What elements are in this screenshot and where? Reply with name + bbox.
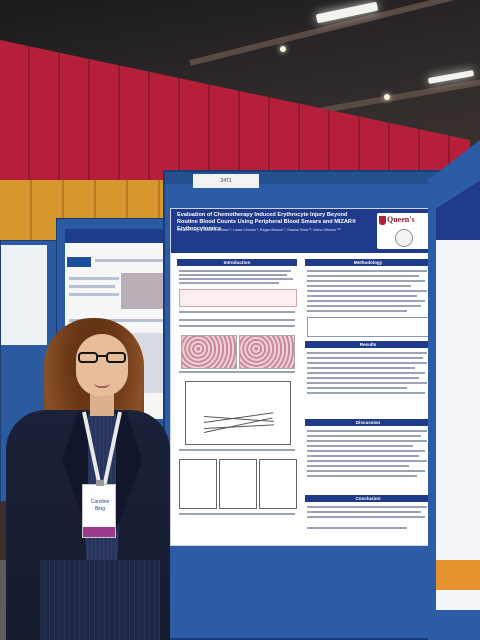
text-line (307, 372, 425, 374)
text-line (307, 377, 419, 379)
text-line (95, 259, 163, 262)
poster-right (436, 180, 480, 610)
badge-clip (96, 480, 104, 486)
text-line (307, 455, 419, 457)
text-line (307, 290, 427, 292)
text-line (69, 277, 119, 280)
badge-stripe (83, 527, 115, 537)
text-line (307, 470, 425, 472)
blood-smear-image (239, 335, 295, 369)
text-line (307, 430, 427, 432)
presenter-neck (90, 392, 114, 416)
glasses-icon (78, 352, 128, 364)
text-line (307, 387, 407, 389)
section-conclusion: Conclusion (305, 495, 431, 502)
text-line (307, 460, 427, 462)
text-line (307, 392, 425, 394)
section-methodology: Methodology (305, 259, 431, 266)
text-line (307, 270, 427, 272)
text-line (307, 382, 427, 384)
ceiling-spotlight (384, 94, 390, 100)
poster-neighbor-header (65, 229, 169, 243)
data-table (307, 317, 431, 337)
text-line (307, 357, 423, 359)
university-logo: Queen's (377, 213, 429, 249)
text-line (179, 449, 295, 451)
section-discussion: Discussion (305, 419, 431, 426)
text-line (307, 275, 419, 277)
text-line (69, 293, 119, 296)
poster-neighbor-logo (67, 257, 91, 267)
text-line (307, 310, 407, 312)
text-line (307, 300, 425, 302)
glasses-lens (106, 352, 126, 363)
text-line (307, 305, 421, 307)
seal-icon (395, 229, 413, 247)
text-line (179, 325, 295, 327)
section-results: Results (305, 341, 431, 348)
aim-box (179, 289, 297, 307)
small-chart (179, 459, 217, 509)
text-line (307, 527, 407, 529)
glasses-lens (78, 352, 98, 363)
text-line (307, 362, 427, 364)
text-line (179, 270, 291, 272)
name-badge: Caroline Bing (82, 480, 116, 538)
text-line (69, 285, 115, 288)
research-poster: Evaluation of Chemotherapy Induced Eryth… (170, 208, 438, 546)
text-line (179, 311, 295, 313)
text-line (179, 371, 295, 373)
text-line (307, 465, 409, 467)
text-line (307, 285, 411, 287)
badge-last-name: Bing (94, 506, 105, 512)
text-line (307, 450, 425, 452)
text-line (179, 513, 295, 515)
text-line (179, 319, 295, 321)
badge-first-name: Caroline (90, 499, 110, 505)
text-line (307, 352, 427, 354)
poster-left-edge (1, 245, 47, 345)
text-line (307, 475, 417, 477)
presenter-smile (94, 382, 110, 388)
text-line (307, 445, 413, 447)
section-introduction: Introduction (177, 259, 297, 266)
text-line (179, 278, 293, 280)
text-line (69, 319, 165, 322)
text-line (307, 367, 415, 369)
university-name: Queen's (387, 215, 415, 224)
erythrocyte-chart (185, 381, 291, 445)
text-line (307, 295, 417, 297)
ceiling-spotlight (280, 46, 286, 52)
glasses-bridge (97, 355, 107, 357)
presenter-pants (40, 560, 160, 640)
shield-icon (379, 216, 386, 225)
booth-number-tag: 2471 (193, 174, 259, 188)
blood-smear-image (181, 335, 237, 369)
text-line (179, 282, 279, 284)
small-chart (219, 459, 257, 509)
small-chart (259, 459, 297, 509)
text-line (307, 440, 427, 442)
poster-figure (121, 273, 165, 309)
text-line (307, 280, 425, 282)
text-line (307, 511, 421, 513)
text-line (179, 274, 287, 276)
text-line (307, 516, 425, 518)
poster-header: Evaluation of Chemotherapy Induced Eryth… (171, 209, 437, 253)
poster-title: Evaluation of Chemotherapy Induced Eryth… (177, 212, 357, 232)
text-line (307, 506, 427, 508)
text-line (307, 435, 421, 437)
poster-right-footer (436, 560, 480, 590)
poster-authors: Caroline Bing ¹, Yousif Al-Abbasi ¹, Luc… (177, 228, 341, 232)
